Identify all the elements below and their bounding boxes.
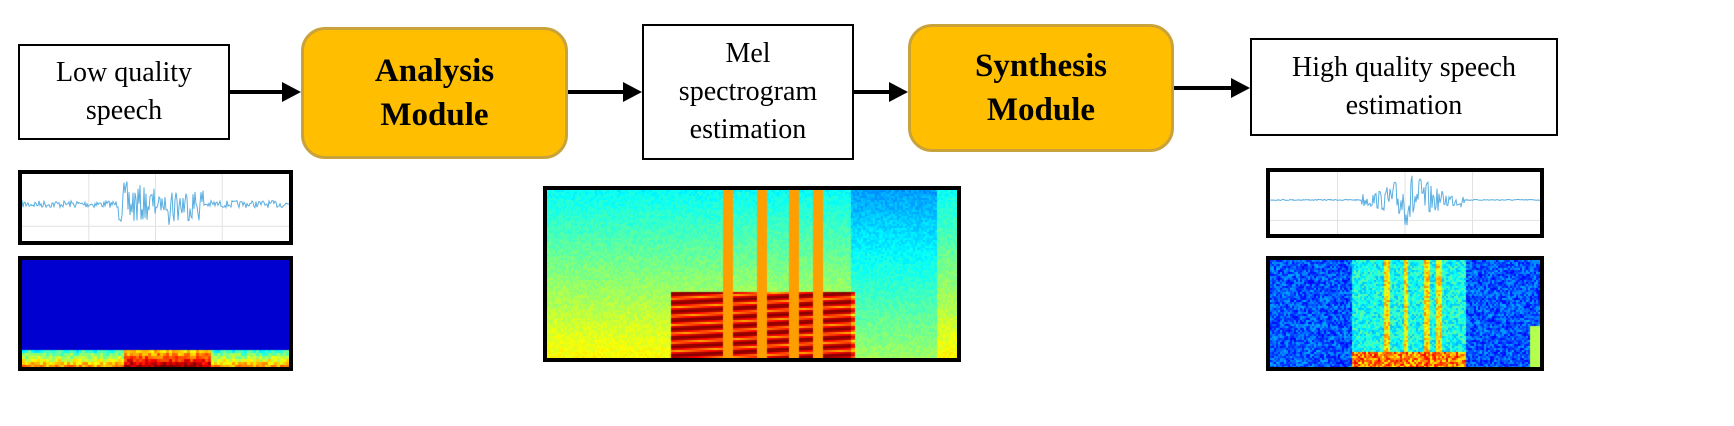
output-speech-label: High quality speech estimation: [1292, 52, 1516, 121]
output-waveform-plot: [1266, 168, 1544, 238]
input-waveform-image: [22, 174, 289, 241]
analysis-module-label: Analysis Module: [374, 53, 495, 133]
mel-spectrogram-label: Mel spectrogram estimation: [678, 38, 818, 145]
output-spectrogram-plot: [1266, 256, 1544, 371]
arrow-input-to-analysis: [230, 82, 301, 102]
synthesis-module-label: Synthesis Module: [974, 48, 1108, 128]
input-spectrogram-plot: [18, 256, 293, 371]
input-speech-box: Low quality speech: [18, 44, 230, 140]
arrow-analysis-to-mel: [568, 82, 642, 102]
output-speech-box: High quality speech estimation: [1250, 38, 1558, 136]
output-spectrogram-image: [1270, 260, 1540, 367]
input-speech-label: Low quality speech: [55, 57, 193, 126]
input-waveform-plot: [18, 170, 293, 245]
arrow-synthesis-to-output: [1174, 78, 1250, 98]
synthesis-module-box: Synthesis Module: [908, 24, 1174, 152]
output-waveform-image: [1270, 172, 1540, 234]
mel-spectrogram-image: [547, 190, 957, 358]
input-spectrogram-image: [22, 260, 289, 367]
analysis-module-box: Analysis Module: [301, 27, 568, 159]
mel-spectrogram-plot: [543, 186, 961, 362]
mel-spectrogram-box: Mel spectrogram estimation: [642, 24, 854, 160]
arrow-mel-to-synthesis: [854, 82, 908, 102]
